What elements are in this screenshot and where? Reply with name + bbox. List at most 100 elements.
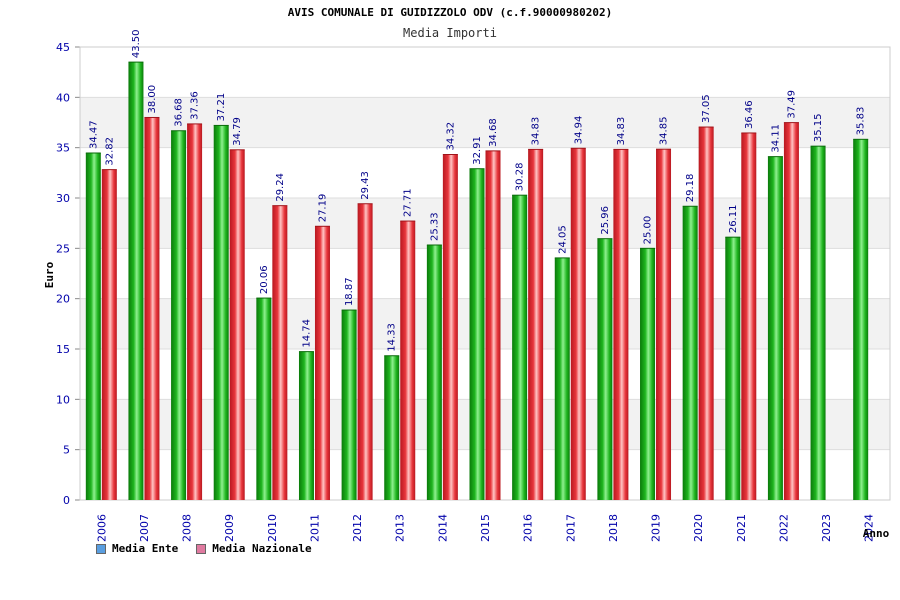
y-tick-label: 0 xyxy=(63,494,70,507)
bar-media-nazionale-2019 xyxy=(656,149,672,500)
bar-media-ente-2018 xyxy=(597,238,613,501)
bar-media-nazionale-2015 xyxy=(485,150,501,500)
data-label-media-ente-2008: 36.68 xyxy=(174,98,185,127)
plot-frame xyxy=(79,46,891,501)
data-label-media-nazionale-2011: 27.19 xyxy=(317,194,328,223)
y-tick-label: 30 xyxy=(56,192,70,205)
x-tick-label: 2015 xyxy=(479,514,492,542)
bar-media-ente-2014 xyxy=(426,245,442,500)
x-tick-label: 2018 xyxy=(607,514,620,542)
y-tick-label: 10 xyxy=(56,393,70,406)
x-tick-label: 2020 xyxy=(692,514,705,542)
data-label-media-ente-2011: 14.74 xyxy=(301,319,312,348)
x-tick-label: 2017 xyxy=(564,514,577,542)
bar-media-nazionale-2006 xyxy=(101,169,117,500)
x-tick-label: 2007 xyxy=(138,514,151,542)
legend-item-media-ente: Media Ente xyxy=(96,542,178,555)
legend-swatch-media-ente xyxy=(96,543,106,554)
y-tick-label: 5 xyxy=(63,444,70,457)
data-label-media-nazionale-2018: 34.83 xyxy=(616,117,627,146)
data-label-media-nazionale-2008: 37.36 xyxy=(190,91,201,120)
x-tick-label: 2022 xyxy=(777,514,790,542)
bar-media-ente-2021 xyxy=(725,237,741,500)
data-label-media-ente-2016: 30.28 xyxy=(515,163,526,192)
data-label-media-ente-2012: 18.87 xyxy=(344,277,355,306)
legend-label-media-ente: Media Ente xyxy=(112,542,179,555)
bar-media-nazionale-2012 xyxy=(357,203,373,500)
x-tick-label: 2006 xyxy=(95,514,108,542)
y-tick-labels: 0 5 10 15 20 25 30 35 40 45 xyxy=(56,41,70,507)
bar-media-ente-2017 xyxy=(554,257,570,500)
bar-media-nazionale-2021 xyxy=(741,132,757,500)
data-label-media-ente-2021: 26.11 xyxy=(728,205,739,234)
y-tick-label: 20 xyxy=(56,293,70,306)
x-tick-label: 2023 xyxy=(820,514,833,542)
data-label-media-nazionale-2015: 34.68 xyxy=(488,118,499,147)
bar-media-nazionale-2017 xyxy=(570,148,586,500)
data-label-media-ente-2017: 24.05 xyxy=(557,225,568,254)
bar-media-ente-2006 xyxy=(85,153,101,500)
bar-media-nazionale-2018 xyxy=(613,149,629,501)
legend-swatch-media-nazionale xyxy=(196,543,207,554)
x-tick-label: 2016 xyxy=(522,514,535,542)
bar-media-ente-2024 xyxy=(853,139,869,500)
data-label-media-ente-2014: 25.33 xyxy=(429,212,440,241)
x-tick-label: 2008 xyxy=(181,514,194,542)
x-tick-labels: 2006 2007 2008 2009 2010 2011 2012 2013 2014 2015… xyxy=(95,514,875,542)
bar-media-nazionale-2022 xyxy=(783,122,799,500)
data-label-media-ente-2019: 25.00 xyxy=(643,216,654,245)
y-axis-label: Euro xyxy=(43,261,56,288)
data-label-media-nazionale-2014: 34.32 xyxy=(445,122,456,151)
bar-media-ente-2011 xyxy=(298,351,314,500)
data-label-media-nazionale-2006: 32.82 xyxy=(104,137,115,166)
x-tick-label: 2011 xyxy=(308,514,321,542)
bar-media-ente-2019 xyxy=(640,248,656,500)
bar-media-ente-2009 xyxy=(213,125,229,500)
data-labels: 34.47 32.82 43.50 38.00 36.68 37.36 37.21 34.79… xyxy=(88,29,866,351)
data-label-media-nazionale-2017: 34.94 xyxy=(573,116,584,145)
bar-media-ente-2007 xyxy=(128,62,144,500)
data-label-media-ente-2023: 35.15 xyxy=(813,114,824,143)
data-label-media-nazionale-2010: 29.24 xyxy=(275,173,286,202)
bar-media-nazionale-2016 xyxy=(528,149,544,501)
y-tick-label: 45 xyxy=(56,41,70,54)
bar-media-ente-2022 xyxy=(767,156,783,500)
x-tick-label: 2024 xyxy=(863,514,876,542)
bar-media-nazionale-2007 xyxy=(144,117,160,500)
data-label-media-nazionale-2007: 38.00 xyxy=(147,85,158,114)
bar-media-ente-2013 xyxy=(384,355,400,500)
x-tick-label: 2012 xyxy=(351,514,364,542)
data-label-media-nazionale-2020: 37.05 xyxy=(701,94,712,123)
y-tick-label: 25 xyxy=(56,242,70,255)
data-label-media-nazionale-2013: 27.71 xyxy=(403,188,414,217)
legend-label-media-nazionale: Media Nazionale xyxy=(212,542,312,555)
legend-item-media-nazionale: Media Nazionale xyxy=(196,542,312,555)
chart-title: AVIS COMUNALE DI GUIDIZZOLO ODV (c.f.900… xyxy=(288,6,613,19)
data-label-media-nazionale-2022: 37.49 xyxy=(786,90,797,119)
bar-media-ente-2008 xyxy=(171,130,187,500)
x-tick-label: 2010 xyxy=(266,514,279,542)
bar-media-nazionale-2013 xyxy=(400,221,416,500)
data-label-media-nazionale-2019: 34.85 xyxy=(659,117,670,146)
y-tick-label: 15 xyxy=(56,343,70,356)
bar-media-nazionale-2011 xyxy=(314,226,330,500)
bar-media-nazionale-2020 xyxy=(698,127,714,500)
data-label-media-ente-2018: 25.96 xyxy=(600,206,611,235)
data-label-media-ente-2015: 32.91 xyxy=(472,136,483,165)
bar-media-ente-2010 xyxy=(256,298,272,500)
data-label-media-ente-2013: 14.33 xyxy=(387,323,398,352)
data-label-media-ente-2006: 34.47 xyxy=(88,120,99,149)
bar-media-ente-2012 xyxy=(341,310,357,500)
x-tick-label: 2019 xyxy=(650,514,663,542)
bar-media-ente-2020 xyxy=(682,206,698,500)
x-tick-label: 2014 xyxy=(436,514,449,542)
data-label-media-nazionale-2012: 29.43 xyxy=(360,171,371,200)
bar-media-nazionale-2014 xyxy=(442,154,458,500)
x-tick-label: 2009 xyxy=(223,514,236,542)
x-axis-label: Anno xyxy=(863,527,890,540)
data-label-media-ente-2009: 37.21 xyxy=(216,93,227,122)
data-label-media-ente-2024: 35.83 xyxy=(856,107,867,136)
bar-media-nazionale-2008 xyxy=(187,123,203,500)
bar-media-nazionale-2010 xyxy=(272,205,288,500)
